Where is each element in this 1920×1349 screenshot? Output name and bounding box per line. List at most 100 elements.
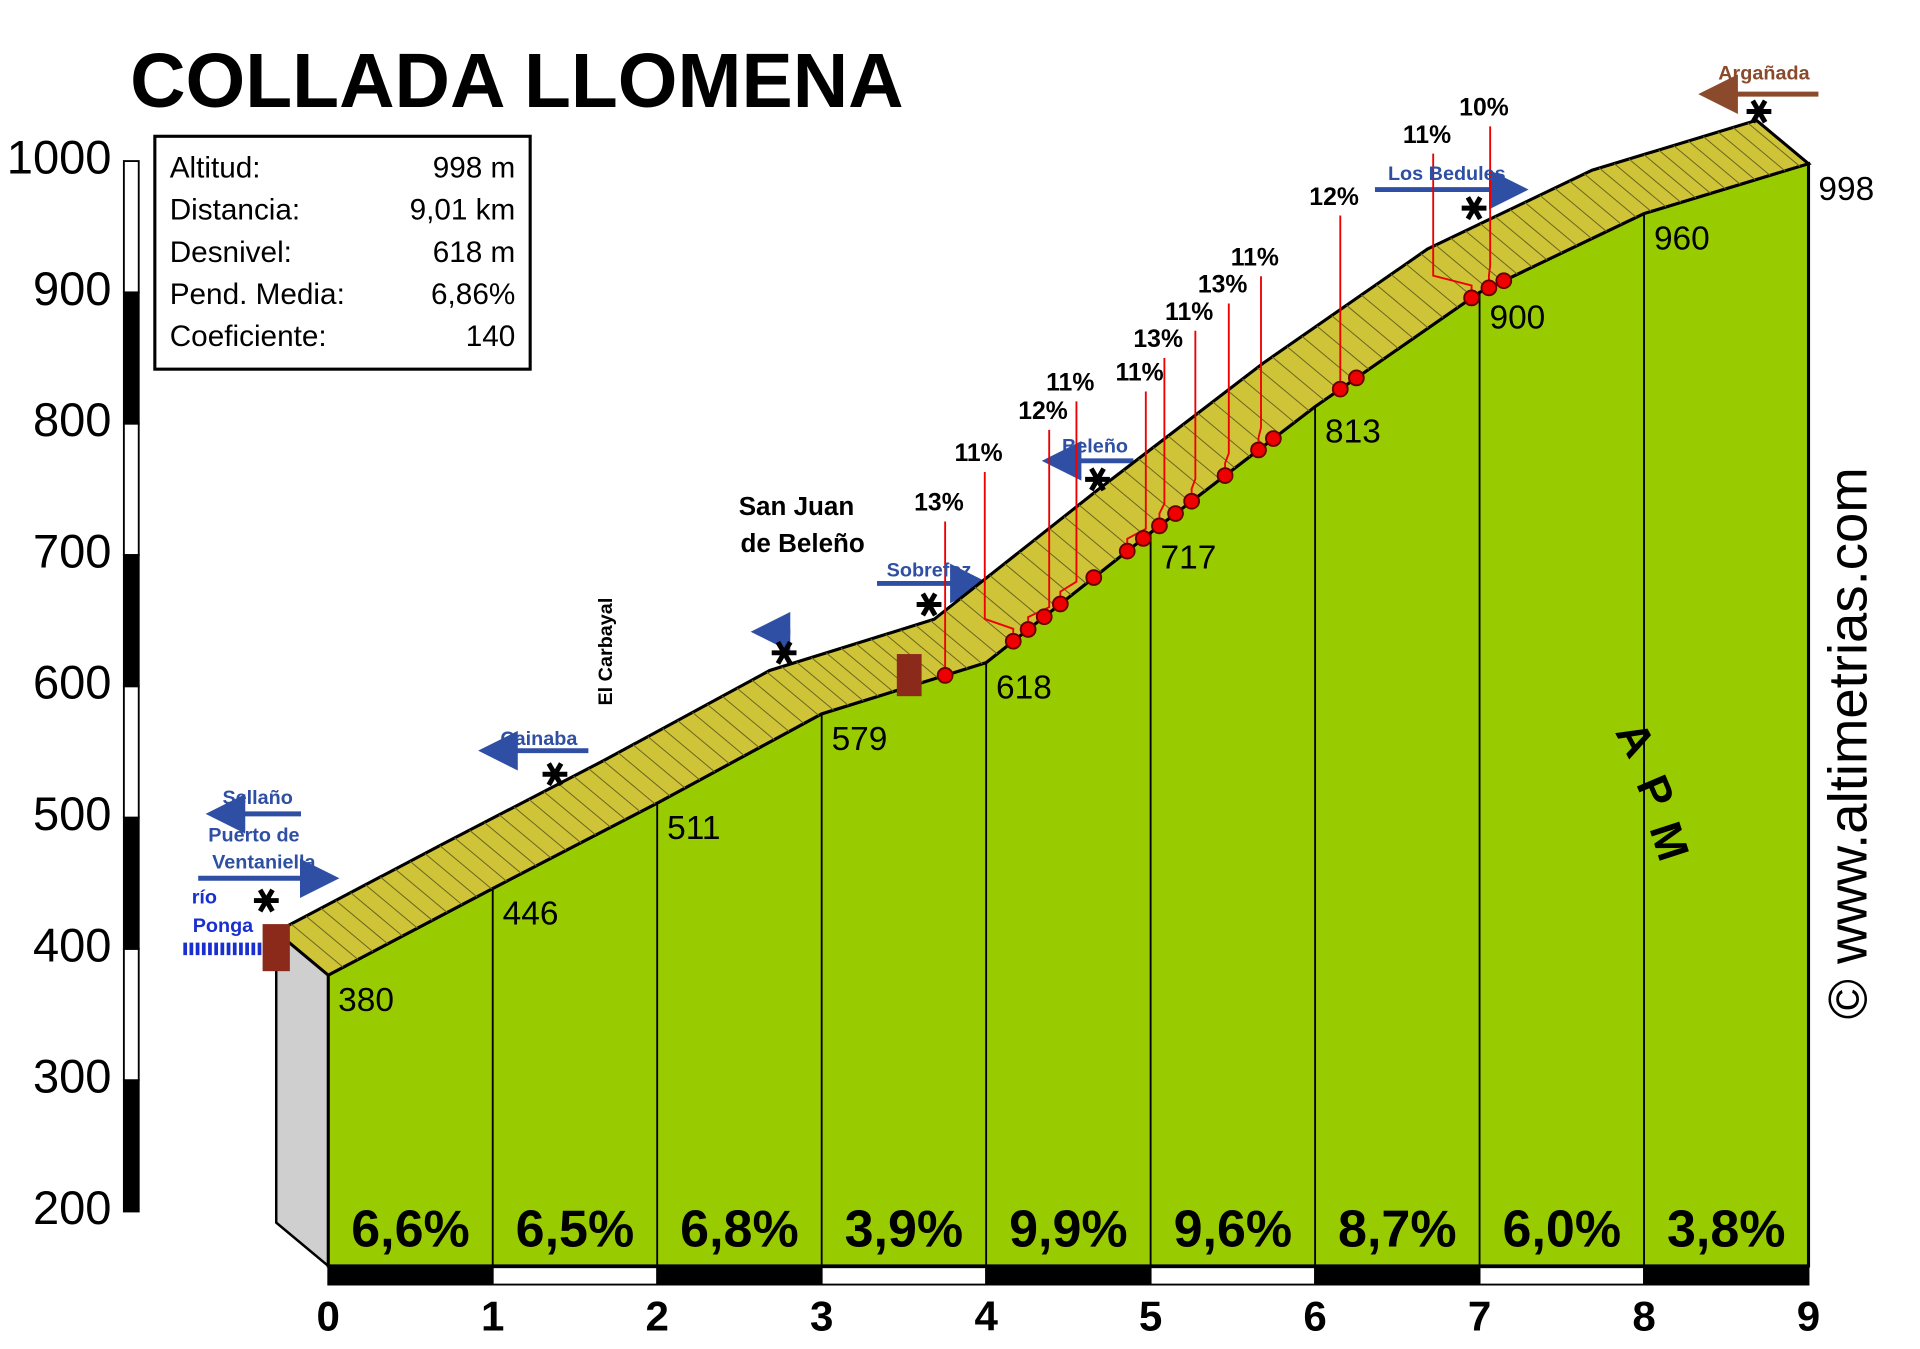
band-hatch xyxy=(662,728,716,773)
y-tick-label: 400 xyxy=(33,918,112,971)
band-hatch xyxy=(1747,122,1801,167)
band-hatch xyxy=(1271,356,1325,401)
x-tick-label: 6 xyxy=(1303,1292,1326,1339)
annotation: Argañada xyxy=(1718,63,1810,85)
band-hatch xyxy=(573,775,626,820)
steep-dot xyxy=(1167,505,1184,522)
band-hatch xyxy=(469,829,522,874)
band-hatch xyxy=(632,744,686,789)
band-hatch xyxy=(781,666,834,711)
band-hatch xyxy=(1509,209,1563,254)
stat-label: Altitud: xyxy=(170,152,261,185)
x-tick-label: 7 xyxy=(1468,1292,1491,1339)
altitude-label: 618 xyxy=(996,670,1052,707)
band-hatch xyxy=(543,791,597,836)
arrows xyxy=(183,74,1819,956)
band-hatch xyxy=(1405,263,1459,308)
band-hatch xyxy=(959,598,1013,643)
steep-label: 12% xyxy=(1309,184,1359,211)
chart-title: COLLADA LLOMENA xyxy=(130,38,904,124)
segment-gradient: 6,0% xyxy=(1503,1200,1622,1258)
annotation: de Beleño xyxy=(741,528,865,558)
band-hatch xyxy=(1539,194,1593,240)
band-hatch xyxy=(1420,253,1474,298)
band-hatch xyxy=(588,768,641,813)
band-hatch xyxy=(1256,367,1310,412)
band-hatch xyxy=(1583,173,1637,218)
steep-dot xyxy=(1265,430,1282,447)
band-hatch xyxy=(1598,167,1652,212)
band-hatch xyxy=(454,837,507,882)
band-hatch xyxy=(647,736,701,781)
band-hatch xyxy=(379,876,433,921)
altitude-label: 511 xyxy=(667,810,720,847)
star-icon xyxy=(257,888,275,913)
band-hatch xyxy=(498,814,552,859)
band-hatch xyxy=(1524,202,1578,247)
landmark xyxy=(262,924,290,972)
band-hatch xyxy=(677,720,730,765)
y-tick-label: 300 xyxy=(33,1050,112,1103)
band-hatch xyxy=(721,695,775,740)
band-hatch xyxy=(350,892,403,937)
steep-dot xyxy=(1004,632,1022,650)
y-tick-label: 1000 xyxy=(7,130,112,183)
scale-segment xyxy=(122,1079,140,1213)
steep-label: 12% xyxy=(1018,398,1068,425)
y-tick-label: 800 xyxy=(33,393,112,446)
altitude-label: 380 xyxy=(338,982,394,1019)
band-hatch xyxy=(1004,563,1057,608)
segment-gradient: 6,6% xyxy=(351,1200,470,1258)
annotation: San Juan xyxy=(739,491,855,521)
band-hatch xyxy=(617,752,671,797)
star-icon xyxy=(546,762,564,787)
segment-bar xyxy=(985,1266,1152,1286)
annotation: Sellaño xyxy=(222,787,292,809)
star-icon xyxy=(920,592,938,617)
band-hatch xyxy=(1242,378,1295,423)
stats-box xyxy=(153,134,532,371)
y-tick-label: 900 xyxy=(33,262,112,315)
segment-gradient: 6,5% xyxy=(516,1200,635,1258)
steep-dot xyxy=(1495,272,1513,290)
altitude-label: 900 xyxy=(1489,299,1545,336)
band-hatch xyxy=(1732,127,1786,172)
band-hatch xyxy=(974,586,1028,631)
band-hatch xyxy=(513,806,567,851)
annotation: Beleño xyxy=(1062,435,1128,457)
annotation: Ponga xyxy=(193,915,254,937)
segment-gradient: 8,7% xyxy=(1338,1200,1457,1258)
segment-gradient: 9,6% xyxy=(1174,1200,1293,1258)
steep-dot xyxy=(1118,542,1136,560)
stat-label: Pend. Media: xyxy=(170,278,345,311)
annotation: Ventaniella xyxy=(212,852,316,874)
segment-bar xyxy=(1149,1266,1317,1286)
band-hatch xyxy=(1375,284,1429,329)
band-hatch xyxy=(1227,390,1280,435)
band-hatch xyxy=(558,783,612,828)
stat-value: 6,86% xyxy=(431,278,515,311)
x-tick-label: 5 xyxy=(1139,1292,1162,1339)
band-hatch xyxy=(1465,230,1518,275)
band-hatch xyxy=(1361,294,1414,339)
watermark: © www.altimetrias.com xyxy=(1817,467,1878,1019)
band-hatch xyxy=(1390,273,1444,319)
x-tick-label: 1 xyxy=(481,1292,504,1339)
annotation: El Carbayal xyxy=(595,598,617,706)
band-hatch xyxy=(1494,216,1548,261)
steep-label: 11% xyxy=(1046,370,1094,397)
band-hatch xyxy=(1717,131,1771,176)
band-hatch xyxy=(1093,492,1147,537)
band-hatch xyxy=(439,845,493,890)
band-hatch xyxy=(1286,346,1340,391)
side-face xyxy=(274,929,330,1269)
segment-bar xyxy=(491,1266,659,1286)
steep-dot xyxy=(1085,569,1103,586)
band-hatch xyxy=(811,657,864,702)
scale-segment xyxy=(122,947,140,1082)
band-hatch xyxy=(528,798,582,844)
altitude-label: 717 xyxy=(1161,540,1217,577)
landmark xyxy=(896,654,922,697)
band-hatch xyxy=(394,868,448,913)
